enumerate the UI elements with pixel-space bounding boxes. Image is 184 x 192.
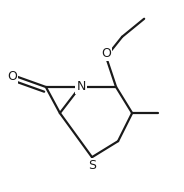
Text: S: S bbox=[88, 159, 96, 172]
Text: O: O bbox=[7, 70, 17, 84]
Text: O: O bbox=[101, 47, 111, 60]
Text: N: N bbox=[76, 80, 86, 94]
